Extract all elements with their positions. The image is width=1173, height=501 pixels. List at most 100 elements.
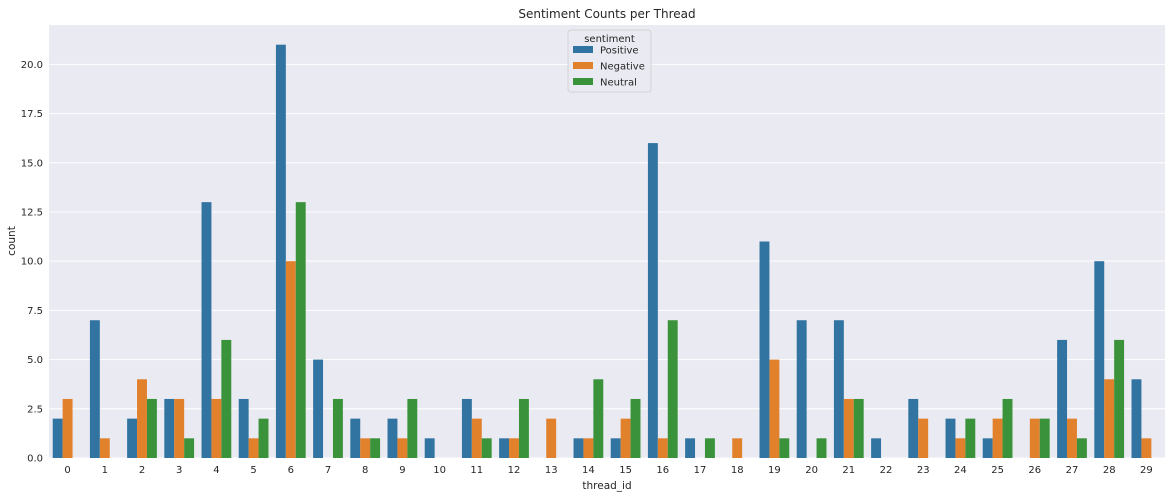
bar-negative-11 [471, 418, 482, 458]
bar-positive-9 [387, 418, 398, 458]
legend-title: sentiment [584, 34, 635, 45]
chart-title: Sentiment Counts per Thread [518, 7, 695, 21]
bar-negative-28 [1104, 379, 1115, 458]
x-tick-label: 17 [694, 465, 707, 476]
bar-neutral-3 [184, 438, 195, 458]
bar-negative-9 [397, 438, 408, 458]
bar-neutral-26 [1039, 418, 1050, 458]
bar-neutral-25 [1002, 398, 1013, 458]
bar-negative-21 [843, 398, 854, 458]
y-tick-label: 12.5 [21, 207, 43, 218]
x-tick-label: 22 [880, 465, 893, 476]
plot-background [49, 25, 1165, 458]
legend-label-positive: Positive [600, 46, 639, 57]
bar-neutral-14 [593, 379, 604, 458]
x-tick-label: 8 [362, 465, 368, 476]
bar-neutral-21 [853, 398, 864, 458]
bar-positive-29 [1131, 379, 1142, 458]
bar-positive-5 [238, 398, 249, 458]
x-tick-label: 26 [1028, 465, 1041, 476]
bar-negative-26 [1029, 418, 1040, 458]
bar-positive-3 [164, 398, 175, 458]
bar-negative-5 [248, 438, 259, 458]
bar-positive-0 [52, 418, 63, 458]
legend-label-neutral: Neutral [600, 78, 637, 89]
bar-negative-8 [360, 438, 371, 458]
bar-negative-4 [211, 398, 222, 458]
bar-neutral-27 [1076, 438, 1087, 458]
x-tick-label: 25 [991, 465, 1004, 476]
bar-negative-2 [137, 379, 147, 458]
bar-negative-16 [657, 438, 668, 458]
bar-positive-16 [647, 143, 658, 458]
y-tick-label: 7.5 [27, 306, 43, 317]
bar-positive-1 [89, 320, 100, 458]
x-tick-label: 24 [954, 465, 967, 476]
x-tick-label: 6 [288, 465, 294, 476]
bar-negative-23 [918, 418, 929, 458]
y-tick-label: 17.5 [21, 109, 43, 120]
x-tick-label: 13 [545, 465, 558, 476]
x-axis-label: thread_id [582, 480, 631, 492]
bar-positive-11 [461, 398, 472, 458]
bar-negative-12 [509, 438, 519, 458]
bar-positive-24 [945, 418, 956, 458]
bar-neutral-6 [295, 202, 306, 458]
legend-label-negative: Negative [600, 62, 645, 73]
bar-neutral-19 [779, 438, 790, 458]
bar-negative-6 [285, 261, 296, 458]
x-tick-label: 23 [917, 465, 930, 476]
x-tick-label: 14 [582, 465, 595, 476]
bar-positive-8 [350, 418, 361, 458]
grid [49, 63, 1165, 459]
bar-neutral-4 [221, 339, 232, 458]
bar-positive-21 [833, 320, 844, 458]
y-axis-label: count [6, 226, 18, 256]
x-tick-label: 2 [139, 465, 145, 476]
bar-positive-12 [499, 438, 510, 458]
bar-negative-1 [99, 438, 110, 458]
bar-neutral-7 [332, 398, 343, 458]
legend-swatch-neutral [573, 78, 593, 85]
bar-negative-3 [174, 398, 185, 458]
x-tick-label: 5 [250, 465, 256, 476]
bar-negative-13 [546, 418, 557, 458]
bar-positive-25 [982, 438, 993, 458]
legend-items: Positive Negative Neutral [573, 46, 645, 89]
bar-positive-4 [201, 202, 212, 458]
bar-neutral-11 [481, 438, 492, 458]
x-tick-label: 1 [102, 465, 108, 476]
x-tick-labels: 0 1 2 3 4 5 6 7 8 9 10 11 12 13 14 15 16 17 18 19 20 21 22 23 24… [64, 465, 1152, 476]
bar-neutral-12 [518, 398, 529, 458]
bar-positive-2 [127, 418, 138, 458]
x-tick-label: 4 [213, 465, 219, 476]
bar-neutral-8 [370, 438, 381, 458]
bar-neutral-2 [146, 398, 157, 458]
y-tick-label: 5.0 [27, 355, 43, 366]
bar-negative-14 [583, 438, 594, 458]
bars [52, 44, 1152, 458]
x-tick-label: 19 [768, 465, 781, 476]
x-tick-label: 20 [805, 465, 818, 476]
bar-neutral-15 [630, 398, 641, 458]
x-tick-label: 16 [656, 465, 669, 476]
x-tick-label: 7 [325, 465, 331, 476]
bar-positive-7 [313, 359, 324, 458]
x-tick-label: 27 [1066, 465, 1079, 476]
bar-negative-24 [955, 438, 966, 458]
bar-negative-27 [1067, 418, 1077, 458]
x-tick-label: 11 [470, 465, 483, 476]
bar-negative-18 [732, 438, 743, 458]
bar-negative-0 [62, 398, 73, 458]
bar-positive-17 [685, 438, 696, 458]
legend-swatch-positive [573, 46, 593, 53]
bar-positive-15 [610, 438, 621, 458]
x-tick-label: 28 [1103, 465, 1116, 476]
bar-neutral-5 [258, 418, 269, 458]
bar-positive-28 [1094, 261, 1105, 458]
bar-positive-19 [759, 241, 770, 458]
x-tick-label: 15 [619, 465, 632, 476]
y-tick-label: 15.0 [21, 158, 43, 169]
bar-positive-10 [424, 438, 435, 458]
